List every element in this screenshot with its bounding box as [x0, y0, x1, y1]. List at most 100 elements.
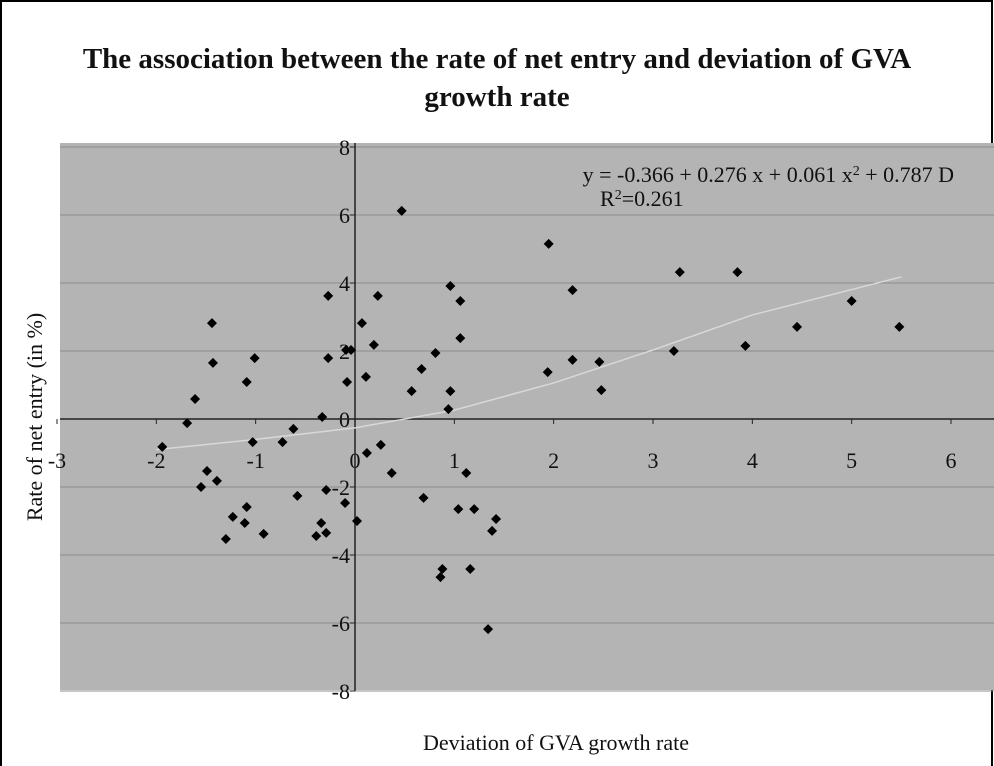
point: [792, 321, 803, 332]
plot-area: -8-6-4-202468-3-2-10123456: [48, 135, 994, 704]
chart-title: The association between the rate of net …: [82, 43, 912, 113]
point: [361, 448, 372, 458]
point: [375, 439, 386, 450]
point: [674, 267, 685, 278]
point: [542, 367, 553, 378]
point: [435, 572, 446, 583]
x-tick-label: 6: [946, 448, 957, 473]
point: [596, 385, 607, 396]
point: [190, 393, 201, 404]
point: [418, 492, 429, 503]
point: [241, 502, 252, 513]
point: [430, 348, 441, 359]
point: [594, 356, 605, 367]
point: [360, 371, 371, 382]
y-tick-label: -6: [332, 611, 350, 636]
equation-part: 2: [853, 164, 860, 179]
point: [445, 281, 456, 292]
point: [455, 333, 466, 344]
point: [453, 504, 464, 515]
equation-part: y = -0.366 + 0.276 x + 0.061 x: [583, 162, 853, 187]
point: [196, 482, 207, 492]
point: [247, 437, 258, 448]
point: [292, 490, 303, 501]
point: [201, 466, 212, 477]
y-tick-label: 8: [339, 135, 350, 160]
x-tick-label: -3: [48, 448, 66, 473]
point: [241, 376, 252, 387]
point: [258, 528, 269, 539]
point: [182, 418, 193, 429]
point: [239, 518, 250, 529]
point: [740, 340, 751, 351]
point: [437, 563, 448, 574]
point: [316, 518, 327, 529]
point: [356, 318, 367, 329]
point: [543, 238, 554, 249]
x-tick-label: 5: [846, 448, 857, 473]
point: [368, 339, 379, 350]
point: [469, 504, 480, 515]
point: [567, 354, 578, 365]
point: [483, 624, 494, 635]
point: [445, 386, 456, 397]
point: [396, 205, 407, 216]
point: [249, 353, 260, 364]
point: [351, 516, 362, 526]
r-squared: R2=0.261: [600, 186, 684, 211]
point: [211, 475, 222, 486]
point: [207, 357, 218, 368]
point: [323, 353, 334, 364]
point: [340, 497, 351, 508]
point: [157, 441, 168, 452]
point: [668, 346, 679, 356]
point: [846, 296, 857, 307]
point: [227, 511, 238, 522]
equation-part: + 0.787 D: [860, 162, 954, 187]
point: [323, 290, 334, 301]
point: [487, 525, 498, 536]
point: [277, 437, 288, 448]
point: [461, 468, 472, 479]
point: [372, 290, 383, 301]
point: [346, 344, 357, 355]
point: [342, 376, 353, 387]
trend-line: [156, 276, 902, 451]
y-tick-label: 4: [339, 271, 350, 296]
point: [567, 285, 578, 296]
y-tick-label: -2: [332, 475, 350, 500]
point: [311, 530, 322, 541]
x-tick-label: -2: [147, 448, 165, 473]
r-squared-part: R: [600, 186, 615, 211]
x-tick-label: -1: [247, 448, 265, 473]
r-squared-part: =0.261: [622, 186, 684, 211]
r-squared-part: 2: [615, 188, 622, 203]
point: [416, 364, 427, 375]
y-tick-label: -8: [332, 679, 350, 704]
point: [491, 513, 502, 524]
point: [321, 485, 332, 496]
y-tick-label: 6: [339, 203, 350, 228]
plot-background: [60, 143, 994, 690]
point: [321, 527, 332, 538]
point: [455, 296, 466, 307]
x-tick-label: 2: [548, 448, 559, 473]
point: [386, 468, 397, 479]
y-axis-label: Rate of net entry (in %): [22, 313, 47, 521]
point: [288, 423, 299, 434]
x-tick-label: 4: [747, 448, 758, 473]
point: [220, 534, 231, 545]
point: [443, 404, 454, 415]
x-tick-label: 3: [648, 448, 659, 473]
point: [894, 321, 905, 332]
y-tick-label: -4: [332, 543, 350, 568]
x-axis-label: Deviation of GVA growth rate: [423, 730, 689, 755]
point: [317, 411, 328, 422]
equation: y = -0.366 + 0.276 x + 0.061 x2 + 0.787 …: [583, 162, 954, 187]
point: [206, 318, 217, 329]
point: [465, 563, 476, 574]
point: [406, 386, 417, 397]
x-tick-label: 1: [449, 448, 460, 473]
